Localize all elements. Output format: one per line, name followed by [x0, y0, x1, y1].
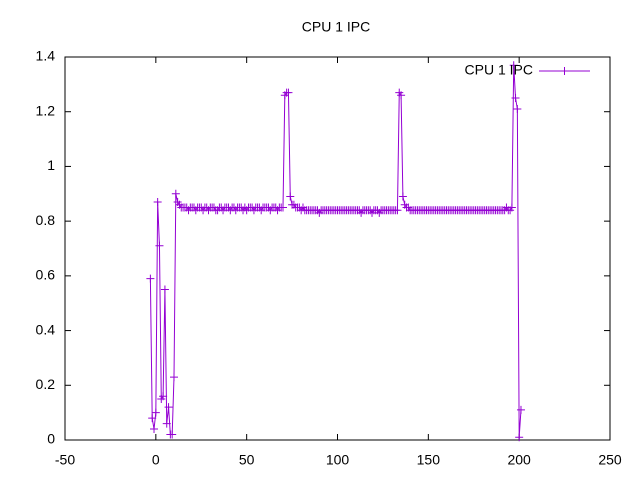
point-marker: [511, 94, 520, 103]
x-tick-label: 200: [507, 452, 531, 468]
point-marker: [153, 197, 162, 206]
x-tick-label: 100: [326, 452, 350, 468]
y-tick-label: 0.8: [36, 212, 56, 228]
x-tick-label: 150: [417, 452, 441, 468]
point-marker: [148, 414, 157, 423]
point-marker: [151, 408, 160, 417]
x-tick-label: 50: [239, 452, 255, 468]
point-marker: [516, 405, 525, 414]
point-marker: [286, 192, 295, 201]
chart-title: CPU 1 IPC: [302, 19, 370, 35]
legend-label: CPU 1 IPC: [465, 62, 533, 78]
y-tick-label: 0: [47, 431, 55, 447]
point-marker: [398, 192, 407, 201]
y-tick-label: 0.4: [36, 321, 56, 337]
point-marker: [146, 274, 155, 283]
y-tick-label: 1: [47, 157, 55, 173]
point-marker: [509, 61, 518, 70]
point-marker: [171, 189, 180, 198]
series-line: [149, 65, 522, 438]
point-marker: [507, 203, 516, 212]
y-tick-label: 1.4: [36, 48, 56, 64]
point-marker: [168, 430, 177, 439]
point-marker: [513, 104, 522, 113]
x-tick-label: 250: [598, 452, 622, 468]
plot-frame: [64, 56, 611, 441]
point-marker: [159, 392, 168, 401]
point-marker: [284, 88, 293, 97]
point-marker: [397, 91, 406, 100]
x-tick-label: 0: [152, 452, 160, 468]
y-tick-label: 0.6: [36, 267, 56, 283]
point-marker: [393, 206, 402, 215]
point-marker: [150, 425, 159, 434]
point-marker: [162, 419, 171, 428]
point-marker: [155, 241, 164, 250]
legend-marker: [560, 67, 569, 75]
point-marker: [515, 433, 524, 442]
point-marker: [164, 403, 173, 412]
point-marker: [160, 285, 169, 294]
x-tick-label: -50: [55, 452, 75, 468]
y-tick-label: 1.2: [36, 102, 56, 118]
point-marker: [170, 373, 178, 382]
y-tick-label: 0.2: [36, 376, 56, 392]
point-marker: [279, 203, 287, 212]
